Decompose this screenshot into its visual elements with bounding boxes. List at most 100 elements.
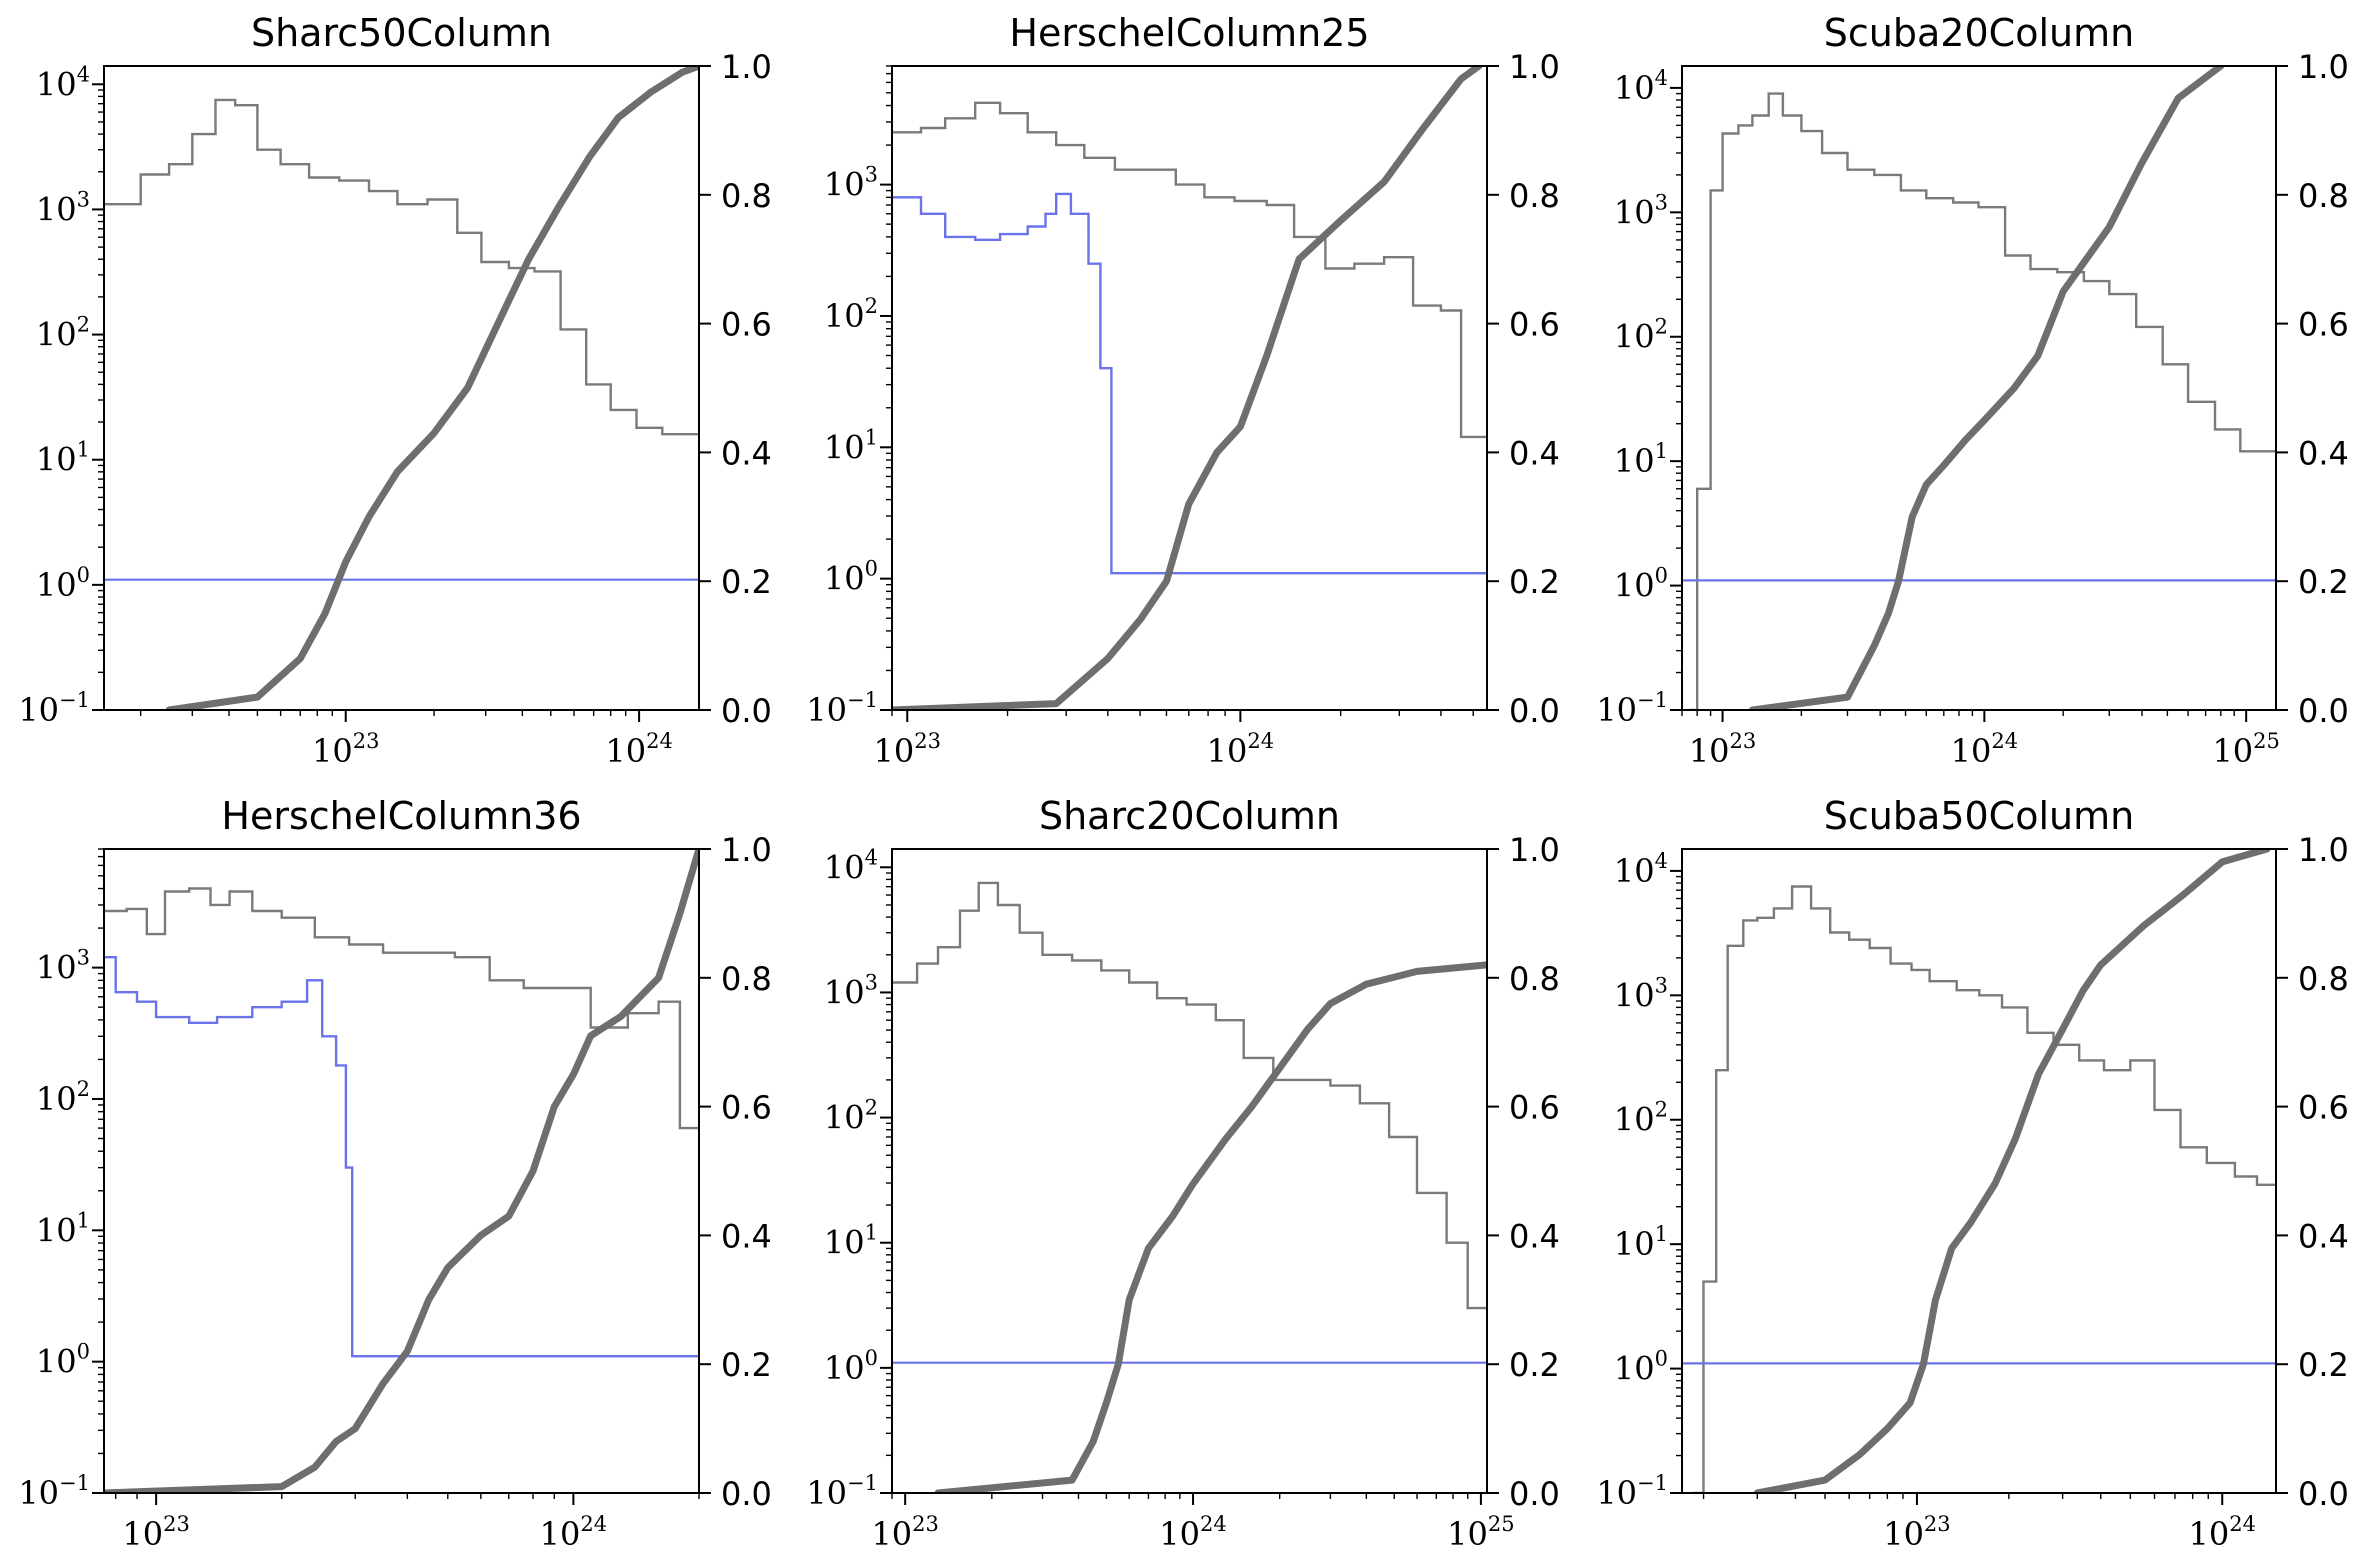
y-tick-label: 102 bbox=[824, 294, 878, 335]
x-tick-label: 1024 bbox=[605, 729, 672, 770]
right-tick-label: 0.4 bbox=[721, 434, 772, 472]
right-tick-label: 0.8 bbox=[1509, 177, 1560, 215]
x-tick-label: 1024 bbox=[2189, 1512, 2256, 1553]
x-axis: 1023 1024 bbox=[139, 710, 673, 770]
right-tick-label: 0.4 bbox=[1509, 1217, 1560, 1255]
y-tick-label: 100 bbox=[1614, 1347, 1668, 1388]
x-tick-label: 1023 bbox=[312, 729, 379, 770]
plot-area bbox=[104, 849, 699, 1493]
right-axis: 0.0 0.2 0.4 0.6 0.8 1.0 bbox=[1487, 48, 1560, 730]
cumulative-curve bbox=[892, 66, 1483, 710]
right-tick-label: 0.6 bbox=[721, 1089, 772, 1127]
right-tick-label: 0.6 bbox=[2298, 306, 2349, 344]
panel-4: HerschelColumn36 10−1 100 101 102 103 1023 1024… bbox=[18, 794, 772, 1553]
right-tick-label: 0.2 bbox=[721, 563, 772, 601]
panel-title: HerschelColumn25 bbox=[1009, 11, 1369, 55]
y-tick-label: 10−1 bbox=[1596, 688, 1668, 729]
right-tick-label: 0.2 bbox=[1509, 1346, 1560, 1384]
panel-2: HerschelColumn25 10−1 100 101 102 103 1023 1024… bbox=[806, 11, 1560, 770]
right-tick-label: 0.6 bbox=[2298, 1089, 2349, 1127]
cumulative-curve bbox=[934, 961, 1487, 1493]
x-tick-label: 1024 bbox=[1951, 729, 2018, 770]
y-tick-label: 100 bbox=[1614, 564, 1668, 605]
axes-frame bbox=[1681, 65, 2277, 711]
x-tick-label: 1023 bbox=[1689, 729, 1756, 770]
right-axis: 0.0 0.2 0.4 0.6 0.8 1.0 bbox=[2276, 48, 2349, 730]
x-tick-label: 1023 bbox=[122, 1512, 189, 1553]
right-tick-label: 0.0 bbox=[2298, 1475, 2349, 1513]
right-tick-label: 1.0 bbox=[721, 48, 772, 86]
left-axis: 10−1 100 101 102 103 104 bbox=[806, 845, 892, 1512]
right-tick-label: 0.8 bbox=[2298, 960, 2349, 998]
right-tick-label: 1.0 bbox=[2298, 831, 2349, 869]
plot-area bbox=[1682, 849, 2276, 1493]
plot-area bbox=[892, 881, 1487, 1493]
right-tick-label: 1.0 bbox=[1509, 831, 1560, 869]
right-tick-label: 0.2 bbox=[2298, 563, 2349, 601]
left-axis: 10−1 100 101 102 103 104 bbox=[1596, 66, 1682, 729]
right-tick-label: 0.8 bbox=[721, 177, 772, 215]
right-tick-label: 1.0 bbox=[721, 831, 772, 869]
right-axis: 0.0 0.2 0.4 0.6 0.8 1.0 bbox=[1487, 831, 1560, 1513]
x-axis: 1023 1024 1025 bbox=[871, 1493, 1515, 1553]
panel-6: Scuba50Column 10−1 100 101 102 103 104 1023 1024… bbox=[1596, 794, 2349, 1553]
y-tick-label: 103 bbox=[36, 946, 90, 987]
y-tick-label: 10−1 bbox=[806, 1471, 878, 1512]
cumulative-curve bbox=[104, 849, 699, 1493]
histogram-series bbox=[892, 881, 1487, 1310]
right-tick-label: 0.8 bbox=[721, 960, 772, 998]
right-tick-label: 0.6 bbox=[721, 306, 772, 344]
plot-area bbox=[104, 66, 699, 710]
right-tick-label: 0.4 bbox=[721, 1217, 772, 1255]
y-tick-label: 100 bbox=[36, 1340, 90, 1381]
panel-3: Scuba20Column 10−1 100 101 102 103 104 1023 1024… bbox=[1596, 11, 2349, 770]
left-axis: 10−1 100 101 102 103 104 bbox=[1596, 849, 1682, 1512]
right-tick-label: 0.0 bbox=[1509, 692, 1560, 730]
y-tick-label: 100 bbox=[824, 557, 878, 598]
y-tick-label: 104 bbox=[1614, 849, 1668, 890]
histogram-series bbox=[104, 887, 699, 1130]
axes-frame bbox=[891, 65, 1488, 711]
y-tick-label: 102 bbox=[1614, 1098, 1668, 1139]
right-tick-label: 0.4 bbox=[2298, 434, 2349, 472]
y-tick-label: 101 bbox=[1614, 439, 1668, 480]
cumulative-curve bbox=[1753, 849, 2271, 1493]
x-tick-label: 1025 bbox=[2212, 729, 2279, 770]
right-tick-label: 0.4 bbox=[2298, 1217, 2349, 1255]
y-tick-label: 100 bbox=[36, 563, 90, 604]
y-tick-label: 10−1 bbox=[806, 688, 878, 729]
panel-title: Scuba50Column bbox=[1824, 794, 2134, 838]
histogram-series bbox=[1689, 92, 2276, 710]
right-tick-label: 0.2 bbox=[2298, 1346, 2349, 1384]
y-tick-label: 102 bbox=[36, 1077, 90, 1118]
y-tick-label: 101 bbox=[824, 1221, 878, 1262]
y-tick-label: 102 bbox=[824, 1096, 878, 1137]
left-axis: 10−1 100 101 102 103 bbox=[18, 848, 104, 1512]
right-tick-label: 0.8 bbox=[1509, 960, 1560, 998]
x-axis: 1023 1024 1025 bbox=[1681, 710, 2280, 770]
y-tick-label: 103 bbox=[36, 187, 90, 228]
y-tick-label: 104 bbox=[1614, 66, 1668, 107]
panel-title: Sharc50Column bbox=[251, 11, 552, 55]
x-tick-label: 1025 bbox=[1447, 1512, 1514, 1553]
histogram-series bbox=[892, 101, 1487, 439]
right-tick-label: 0.0 bbox=[721, 1475, 772, 1513]
x-tick-label: 1023 bbox=[871, 1512, 938, 1553]
panel-title: Sharc20Column bbox=[1039, 794, 1340, 838]
right-tick-label: 0.0 bbox=[2298, 692, 2349, 730]
panel-title: Scuba20Column bbox=[1824, 11, 2134, 55]
right-tick-label: 1.0 bbox=[1509, 48, 1560, 86]
y-tick-label: 104 bbox=[824, 845, 878, 886]
left-axis: 10−1 100 101 102 103 bbox=[806, 65, 892, 729]
right-tick-label: 0.4 bbox=[1509, 434, 1560, 472]
right-tick-label: 1.0 bbox=[2298, 48, 2349, 86]
right-tick-label: 0.6 bbox=[1509, 306, 1560, 344]
right-tick-label: 0.0 bbox=[1509, 1475, 1560, 1513]
x-tick-label: 1024 bbox=[1207, 729, 1274, 770]
y-tick-label: 103 bbox=[1614, 973, 1668, 1014]
y-tick-label: 104 bbox=[36, 62, 90, 103]
y-tick-label: 100 bbox=[824, 1346, 878, 1387]
y-tick-label: 102 bbox=[1614, 315, 1668, 356]
blue-histogram-series bbox=[892, 192, 1487, 575]
x-tick-label: 1023 bbox=[874, 729, 941, 770]
